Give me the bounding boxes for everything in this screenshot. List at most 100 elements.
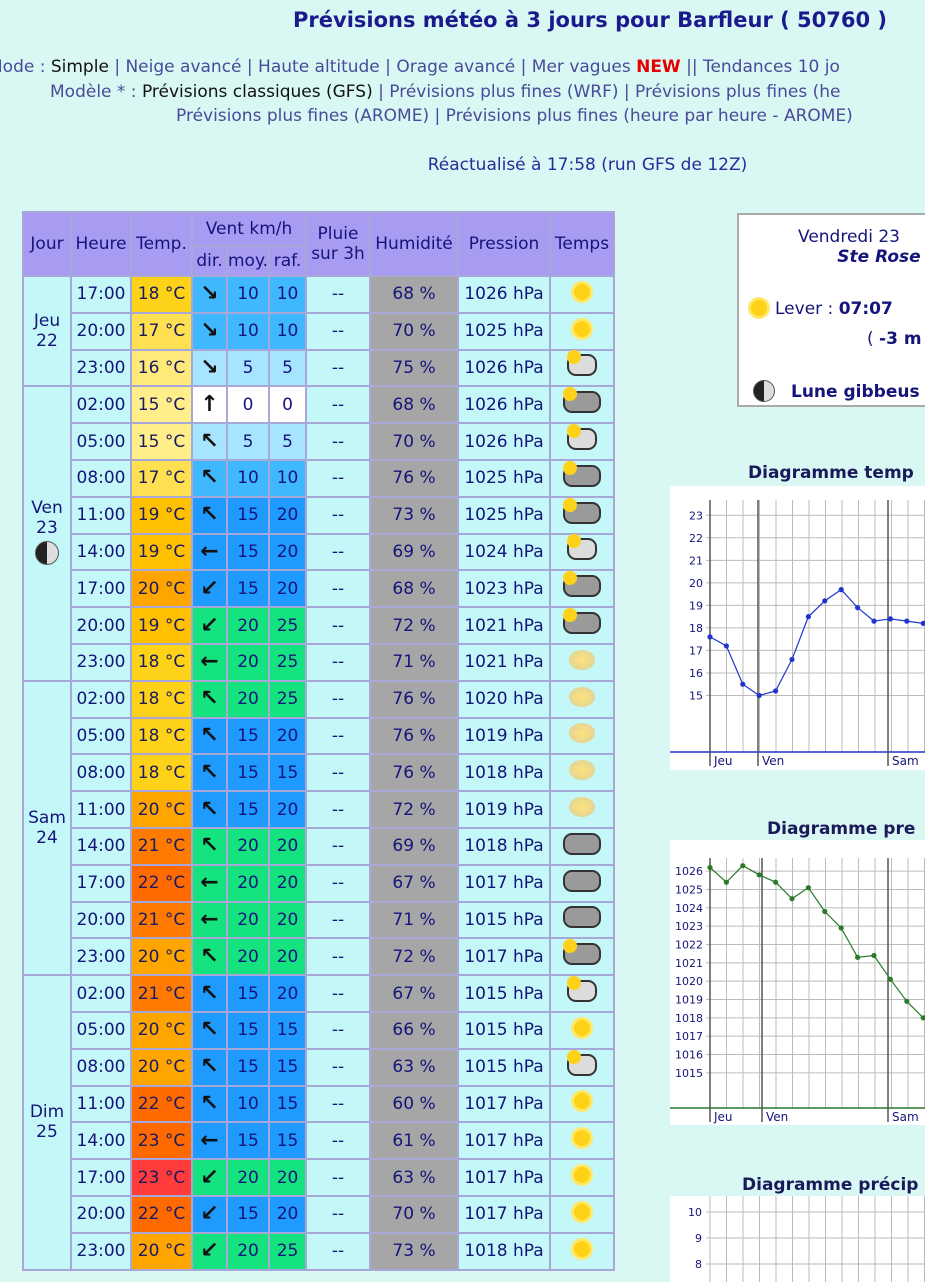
- humidity-cell: 73 %: [369, 1231, 460, 1271]
- wind-dir-cell: ↖: [191, 716, 228, 756]
- weather-cell: [549, 1158, 616, 1197]
- weather-cell: [549, 974, 616, 1013]
- weather-cell: [549, 422, 616, 461]
- humidity-cell: 72 %: [369, 790, 460, 829]
- wind-avg-cell: 5: [225, 348, 271, 388]
- y-tick-label: 1020: [675, 975, 703, 988]
- mode-tendances[interactable]: Tendances 10 jo: [702, 57, 840, 77]
- wind-dir-cell: ←: [191, 532, 228, 572]
- data-point: [920, 1015, 925, 1021]
- humidity-cell: 63 %: [369, 1158, 460, 1197]
- y-tick-label: 1016: [675, 1049, 703, 1062]
- wind-arrow-icon: ↖: [200, 1054, 219, 1080]
- hour-cell: 02:00: [70, 385, 132, 425]
- weather-cell: [549, 790, 616, 829]
- rain-cell: --: [305, 1158, 372, 1197]
- rain-cell: --: [305, 275, 372, 314]
- humidity-cell: 76 %: [369, 716, 460, 756]
- y-tick-label: 16: [689, 667, 703, 680]
- wind-dir-cell: ↖: [191, 753, 228, 793]
- series-line: [709, 864, 924, 1019]
- model-arome-hourly[interactable]: Prévisions plus fines (heure par heure -…: [445, 106, 853, 126]
- mode-neige[interactable]: Neige avancé: [125, 57, 242, 77]
- model-gfs[interactable]: Prévisions classiques (GFS): [141, 82, 373, 102]
- wind-arrow-icon: ↖: [200, 502, 219, 528]
- weather-cell: [549, 753, 616, 793]
- pressure-cell: 1026 hPa: [457, 385, 552, 425]
- wind-dir-cell: ↖: [191, 422, 228, 461]
- weather-cell: [549, 458, 616, 498]
- data-point: [805, 614, 811, 620]
- mode-haute-altitude[interactable]: Haute altitude: [258, 57, 380, 77]
- hour-cell: 23:00: [70, 937, 132, 977]
- wind-arrow-icon: ←: [200, 538, 219, 564]
- data-point: [904, 618, 910, 624]
- wind-avg-cell: 15: [225, 569, 271, 609]
- wind-dir-cell: ↙: [191, 1194, 228, 1234]
- wind-gust-cell: 20: [268, 532, 308, 572]
- data-point: [887, 616, 893, 622]
- sun-cloud-icon: [563, 497, 602, 524]
- wind-avg-cell: 15: [225, 495, 271, 535]
- wind-avg-cell: 20: [225, 1158, 271, 1197]
- temp-cell: 19 °C: [130, 606, 193, 645]
- hour-cell: 05:00: [70, 422, 132, 461]
- rain-cell: --: [305, 900, 372, 940]
- wind-gust-cell: 20: [268, 863, 308, 903]
- y-tick-label: 22: [689, 532, 703, 545]
- hour-cell: 11:00: [70, 790, 132, 829]
- rain-cell: --: [305, 1084, 372, 1124]
- hour-cell: 08:00: [70, 458, 132, 498]
- table-row: 05:00 15 °C ↖ 5 5 -- 70 % 1026 hPa: [23, 422, 616, 461]
- pressure-cell: 1021 hPa: [457, 642, 552, 682]
- hour-cell: 14:00: [70, 532, 132, 572]
- day-cell: Ven 23: [22, 385, 72, 682]
- weather-cell: [549, 532, 616, 572]
- precip-diagram: 10 9 8: [670, 1196, 925, 1282]
- wind-gust-cell: 20: [268, 900, 308, 940]
- mode-mer-vagues[interactable]: Mer vagues: [531, 57, 631, 77]
- wind-gust-cell: 5: [268, 348, 308, 388]
- wind-gust-cell: 15: [268, 1047, 308, 1087]
- humidity-cell: 66 %: [369, 1010, 460, 1050]
- pressure-cell: 1018 hPa: [457, 1231, 552, 1271]
- haze-sun-icon: [569, 797, 596, 818]
- pressure-cell: 1015 hPa: [457, 900, 552, 940]
- wind-avg-cell: 10: [225, 1084, 271, 1124]
- sun-cloud-icon: [567, 424, 598, 451]
- pressure-diagram-title: Diagramme pre: [767, 819, 916, 839]
- model-label: Modèle * :: [50, 82, 137, 102]
- table-row: 14:00 19 °C ← 15 20 -- 69 % 1024 hPa: [23, 532, 616, 572]
- temp-cell: 20 °C: [130, 1047, 193, 1087]
- data-point: [740, 863, 746, 869]
- rain-cell: --: [305, 1121, 372, 1161]
- pressure-diagram: 1026 1025 1024 1023 1022 1021 1020 1019 1018 1017…: [670, 840, 925, 1125]
- data-point: [822, 598, 828, 604]
- model-nav: Modèle * : Prévisions classiques (GFS) |…: [50, 82, 841, 102]
- wind-arrow-icon: ↖: [200, 796, 219, 822]
- wind-arrow-icon: ↘: [200, 318, 219, 344]
- hour-cell: 11:00: [70, 1084, 132, 1124]
- model-wrf[interactable]: Prévisions plus fines (WRF): [389, 82, 619, 102]
- pressure-cell: 1018 hPa: [457, 753, 552, 793]
- humidity-cell: 63 %: [369, 1047, 460, 1087]
- table-row: 23:00 20 °C ↖ 20 20 -- 72 % 1017 hPa: [23, 937, 616, 977]
- table-row: 17:00 20 °C ↙ 15 20 -- 68 % 1023 hPa: [23, 569, 616, 609]
- sun-cloud-icon: [563, 608, 602, 635]
- model-arome[interactable]: Prévisions plus fines (AROME): [176, 106, 430, 126]
- wind-dir-cell: ↘: [191, 348, 228, 388]
- weather-cell: [549, 1047, 616, 1087]
- humidity-cell: 61 %: [369, 1121, 460, 1161]
- humidity-cell: 76 %: [369, 753, 460, 793]
- wind-dir-cell: ↑: [191, 385, 228, 425]
- model-hourly[interactable]: Prévisions plus fines (he: [635, 82, 841, 102]
- mode-orage[interactable]: Orage avancé: [396, 57, 516, 77]
- temp-cell: 21 °C: [130, 900, 193, 940]
- mode-simple[interactable]: Simple: [50, 57, 109, 77]
- hour-cell: 20:00: [70, 900, 132, 940]
- data-point: [789, 656, 795, 663]
- wind-dir-cell: ↖: [191, 826, 228, 866]
- weather-cell: [549, 863, 616, 903]
- pressure-cell: 1017 hPa: [457, 1194, 552, 1234]
- wind-dir-cell: ↖: [191, 790, 228, 829]
